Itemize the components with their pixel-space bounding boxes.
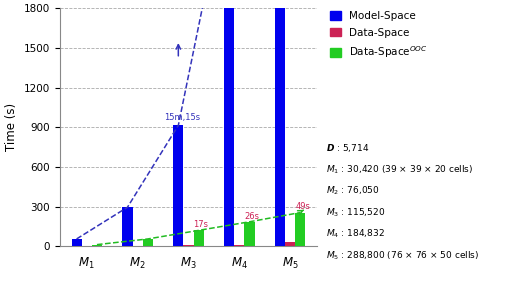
- Text: 49s: 49s: [295, 202, 310, 211]
- Text: 26s: 26s: [244, 212, 259, 221]
- Bar: [244, 222, 255, 246]
- Bar: [224, 8, 235, 246]
- Text: $\boldsymbol{M_2}$ : 76,050: $\boldsymbol{M_2}$ : 76,050: [326, 185, 380, 197]
- Bar: [122, 207, 133, 246]
- Text: $\boldsymbol{M_4}$ : 184,832: $\boldsymbol{M_4}$ : 184,832: [326, 228, 385, 240]
- Bar: [193, 230, 204, 246]
- Text: 17s: 17s: [193, 220, 209, 229]
- Bar: [275, 8, 285, 246]
- Y-axis label: Time (s): Time (s): [5, 103, 18, 151]
- Bar: [295, 213, 305, 246]
- Bar: [285, 242, 295, 246]
- Bar: [72, 239, 82, 246]
- Text: 15m,15s: 15m,15s: [164, 113, 200, 122]
- Text: $\boldsymbol{M_5}$ : 288,800 (76 × 76 × 50 cells): $\boldsymbol{M_5}$ : 288,800 (76 × 76 × …: [326, 249, 479, 261]
- Bar: [184, 245, 193, 246]
- Bar: [235, 245, 244, 246]
- Legend: Model-Space, Data-Space, Data-Space$^{OOC}$: Model-Space, Data-Space, Data-Space$^{OO…: [330, 11, 427, 60]
- Text: $\boldsymbol{M_3}$ : 115,520: $\boldsymbol{M_3}$ : 115,520: [326, 206, 385, 218]
- Bar: [142, 239, 153, 246]
- Bar: [173, 125, 184, 246]
- Text: $\boldsymbol{M_1}$ : 30,420 (39 × 39 × 20 cells): $\boldsymbol{M_1}$ : 30,420 (39 × 39 × 2…: [326, 163, 473, 175]
- Text: $\boldsymbol{D}$ : 5,714: $\boldsymbol{D}$ : 5,714: [326, 142, 370, 153]
- Bar: [92, 245, 102, 246]
